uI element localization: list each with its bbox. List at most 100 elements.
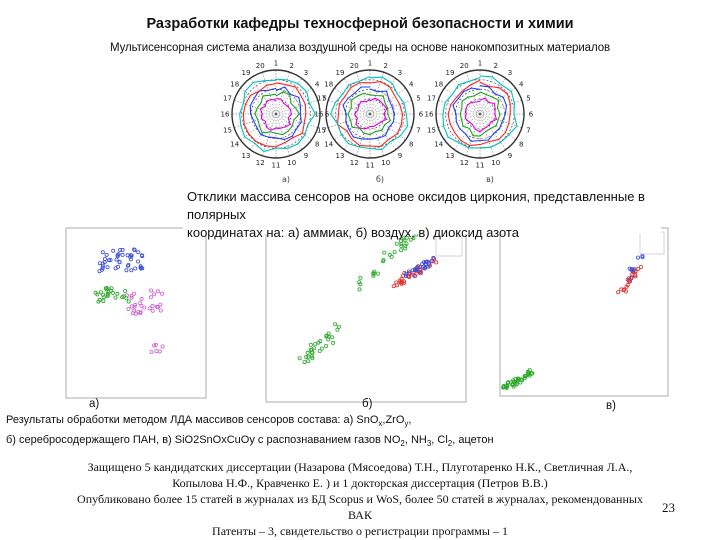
polar-axis-label: 16 [221, 111, 230, 119]
scatter-point [324, 334, 329, 339]
scatter-point [309, 354, 314, 359]
scatter-point [401, 236, 406, 241]
scatter-point [132, 304, 137, 309]
scatter-point [128, 257, 133, 262]
polar-spoke [356, 113, 371, 156]
scatter-point [405, 274, 410, 279]
lda-sub-5: 2 [447, 439, 453, 449]
scatter-point [106, 290, 111, 295]
scatter-point [310, 350, 315, 355]
polar-spoke [262, 72, 277, 115]
scatter-point [633, 269, 638, 274]
polar-axis-label: 4 [315, 81, 320, 89]
scatter-point [107, 258, 112, 263]
scatter-point [326, 337, 331, 342]
scatter-point [150, 303, 155, 308]
polar-axis-label: 9 [304, 152, 308, 160]
polar-spoke [275, 72, 290, 115]
scatter-point [429, 259, 434, 264]
scatter-point [522, 374, 527, 379]
polar-axis-label: 18 [230, 81, 239, 89]
scatter-point [418, 267, 423, 272]
polar-series-line [259, 98, 292, 131]
scatter-point [140, 254, 145, 259]
scatter-point [147, 306, 152, 311]
scatter-point [330, 340, 335, 345]
polar-axis-label: 6 [529, 111, 534, 119]
scatter-point [109, 286, 114, 291]
scatter-point [413, 268, 418, 273]
scatter-point [402, 279, 407, 284]
polar-series-line [239, 78, 316, 153]
polar-axis-label: 13 [336, 152, 345, 160]
scatter-point [157, 349, 162, 354]
polar-axis-label: 1 [368, 60, 372, 68]
footer-line-1: Защищено 5 кандидатских диссертации (Наз… [87, 460, 633, 474]
polar-series-line [330, 75, 409, 151]
scatter-point [357, 280, 362, 285]
scatter-point [518, 380, 523, 385]
polar-spoke [479, 113, 494, 156]
polar-axis-label: 13 [242, 152, 251, 160]
polar-axis-label: 1 [478, 60, 482, 68]
polar-axis-label: 14 [230, 140, 239, 148]
scatter-point [391, 284, 396, 289]
scatter-point [160, 344, 165, 349]
scatter-point [329, 335, 334, 340]
polar-axis-label: 7 [526, 126, 530, 134]
lda-text-5: , NH [404, 434, 427, 447]
scatter-point [120, 295, 125, 300]
scatter-point [510, 382, 515, 387]
scatter-point [139, 303, 144, 308]
polar-axis-label: 14 [434, 140, 443, 148]
scatter-point [120, 252, 125, 257]
scatter-point [149, 288, 154, 293]
scatter-point [371, 273, 376, 278]
scatter-point [114, 257, 119, 262]
scatter-point [425, 259, 430, 264]
polar-series-line [447, 79, 511, 147]
polar-spoke [369, 113, 406, 141]
polar-axis-label: 10 [491, 159, 500, 167]
scatter-point [153, 342, 158, 347]
scatter-point [633, 274, 638, 279]
scatter-point [129, 304, 134, 309]
lda-text-7: , ацетон [452, 434, 494, 447]
polar-axis-label: 8 [519, 140, 523, 148]
scatter-point [101, 292, 106, 297]
scatter-point [312, 346, 317, 351]
polar-axis-label: 18 [434, 81, 443, 89]
scatter-point [313, 342, 318, 347]
scatter-point [129, 295, 134, 300]
scatter-point [156, 289, 161, 294]
scatter-point [526, 371, 531, 376]
scatter-point [150, 308, 155, 313]
polar-axis-label: 10 [287, 159, 296, 167]
polar-spoke [444, 113, 481, 141]
scatter-point [638, 265, 643, 270]
scatter-point [418, 269, 423, 274]
scatter-point [636, 255, 641, 260]
scatter-point [636, 266, 641, 271]
polar-spoke [479, 113, 516, 141]
polar-spoke [275, 113, 312, 141]
scatter-point [154, 349, 159, 354]
polar-panel-letter: в) [486, 175, 494, 184]
lda-caption-line-2: б) серебросодержащего ПАН, в) SiO2SnOxCu… [6, 432, 606, 452]
polar-axis-label: 14 [324, 140, 333, 148]
scatter-point [501, 384, 506, 389]
scatter-point [358, 275, 363, 280]
scatter-point [149, 349, 154, 354]
scatter-point [105, 294, 110, 299]
lda-text-3: , [408, 414, 412, 426]
scatter-point [426, 264, 431, 269]
scatter-point [308, 342, 313, 347]
polar-series-line [249, 86, 302, 141]
polar-axis-label: 11 [366, 162, 375, 170]
scatter-point [132, 308, 137, 313]
scatter-point [132, 248, 137, 253]
polar-axis-label: 11 [476, 162, 485, 170]
scatter-plots-figure [65, 227, 669, 403]
scatter-point [398, 239, 403, 244]
